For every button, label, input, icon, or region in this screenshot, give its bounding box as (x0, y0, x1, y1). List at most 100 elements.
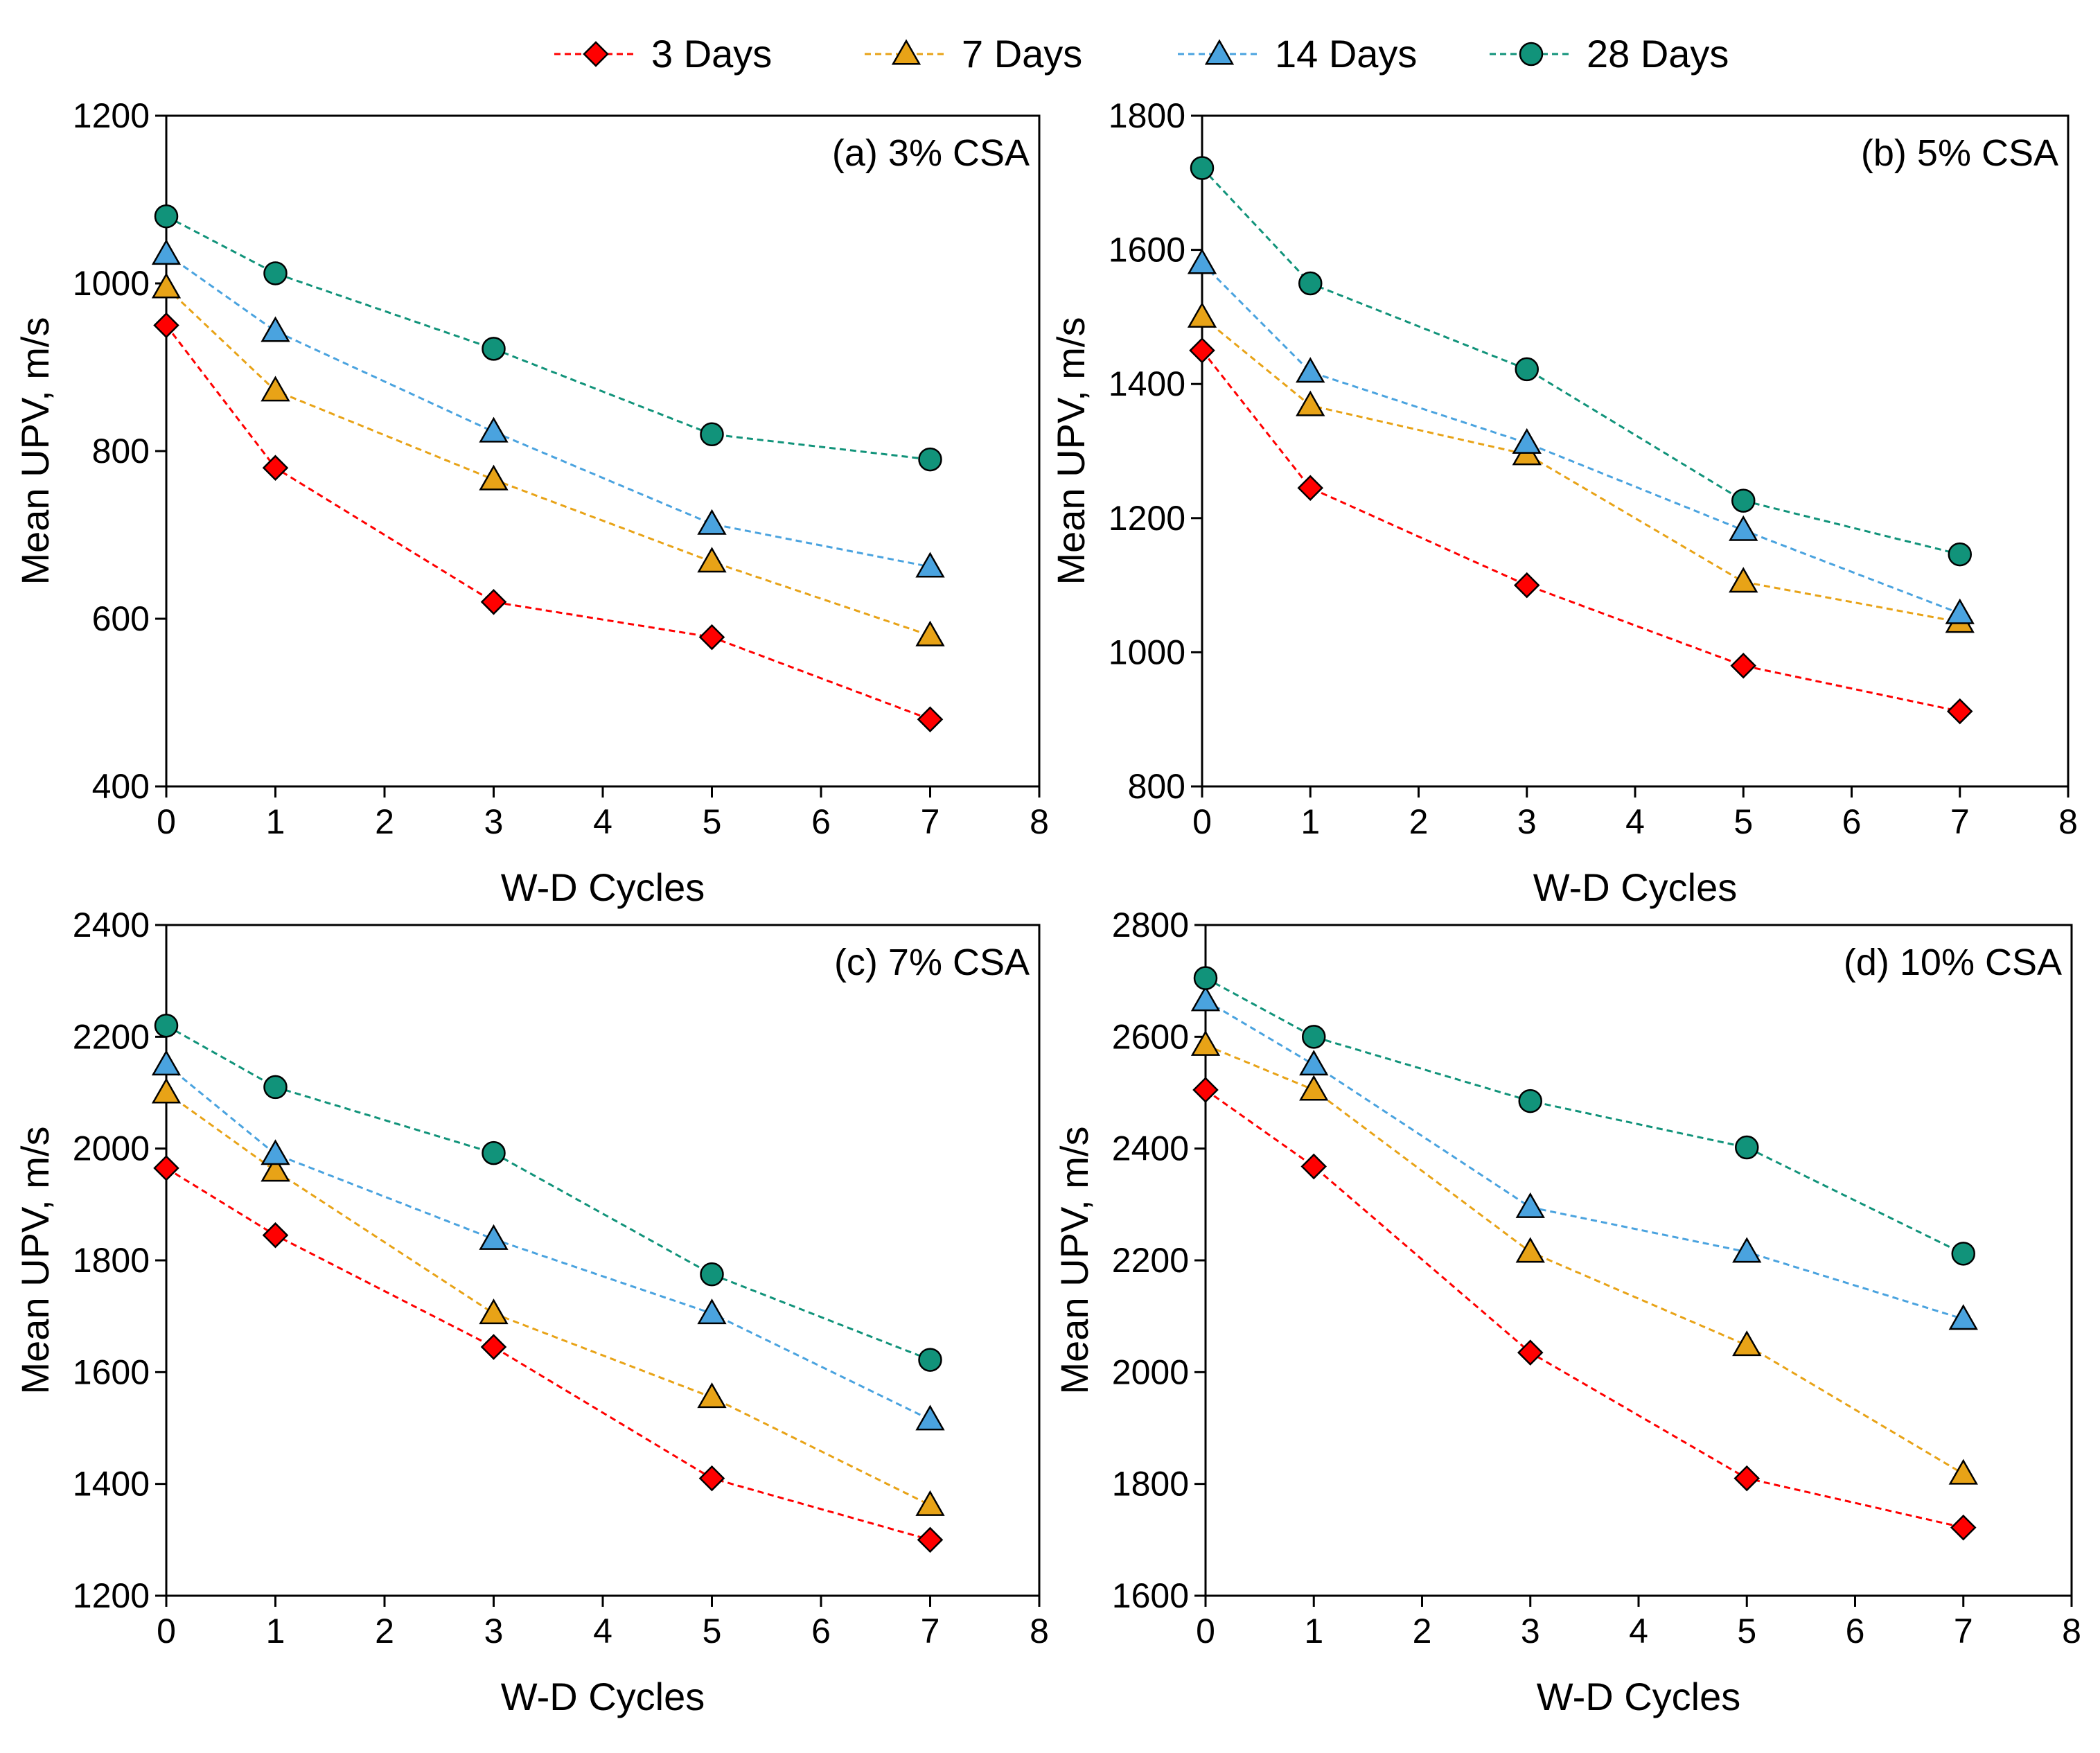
legend-marker-circle (1519, 42, 1544, 67)
data-point (1945, 598, 1975, 624)
x-tick-label: 3 (484, 1612, 504, 1650)
x-tick-label: 2 (1409, 802, 1429, 841)
y-tick-label: 1000 (1109, 633, 1185, 671)
data-point (1732, 1237, 1762, 1263)
data-point (1299, 1050, 1329, 1076)
data-point (700, 422, 724, 447)
data-point (151, 1050, 182, 1076)
x-tick-label: 5 (1733, 802, 1753, 841)
panel-label: (c) 7% CSA (834, 942, 1030, 983)
y-tick-label: 2400 (73, 906, 150, 944)
series-2 (151, 1077, 945, 1516)
y-tick-label: 2000 (73, 1129, 150, 1168)
x-tick-label: 3 (1517, 802, 1537, 841)
panel-label: (b) 5% CSA (1861, 132, 2058, 174)
series-1 (153, 1155, 944, 1553)
y-tick-label: 2200 (73, 1017, 150, 1056)
x-tick-label: 8 (2062, 1612, 2081, 1650)
x-tick-label: 7 (921, 802, 940, 841)
data-point (1189, 337, 1215, 364)
panel-3: 0 1 2 3 4 5 6 7 8 1200 1400 1600 1800 2000 2200 2400 W-D… (13, 906, 1049, 1718)
legend-marker-diamond (583, 41, 609, 67)
series-line (1205, 1089, 1964, 1529)
data-point (697, 1298, 727, 1325)
data-point (697, 547, 727, 573)
panel-4: 0 1 2 3 4 5 6 7 8 1600 1800 2000 2200 2400 2600 2800 W-D… (1052, 906, 2081, 1718)
y-axis-title: Mean UPV, m/s (1049, 317, 1093, 585)
series-line (1201, 316, 1961, 624)
data-point (915, 552, 945, 578)
data-point (1513, 572, 1540, 599)
y-tick-label: 1800 (1109, 96, 1185, 135)
plot-frame (165, 924, 1041, 1597)
legend-item-2: 7 Days (865, 32, 1082, 76)
x-tick-label: 6 (1846, 1612, 1865, 1650)
y-tick-label: 1400 (1109, 364, 1185, 403)
series-line (1205, 1044, 1964, 1475)
data-point (917, 706, 944, 732)
x-tick-label: 1 (266, 1612, 285, 1650)
x-tick-label: 6 (1842, 802, 1862, 841)
x-tick-label: 4 (1625, 802, 1645, 841)
x-axis-title: W-D Cycles (501, 1675, 705, 1718)
series-line (1201, 262, 1961, 615)
y-tick-label: 2200 (1112, 1241, 1189, 1280)
data-point (697, 509, 727, 535)
plot-frame (1201, 114, 2070, 788)
y-tick-label: 2400 (1112, 1129, 1189, 1168)
y-tick-label: 2600 (1112, 1017, 1189, 1056)
data-point (1302, 1025, 1326, 1049)
x-tick-label: 6 (811, 1612, 831, 1650)
data-point (1187, 301, 1217, 328)
legend: 3 Days 7 Days 14 Days 28 Days (554, 32, 1729, 76)
data-point (1299, 1075, 1329, 1101)
y-axis-title: Mean UPV, m/s (13, 1127, 57, 1395)
data-point (1948, 542, 1972, 567)
x-tick-label: 5 (703, 802, 722, 841)
data-point (917, 1526, 944, 1553)
data-point (1951, 1242, 1975, 1266)
x-tick-label: 0 (1192, 802, 1212, 841)
y-tick-label: 1600 (73, 1353, 150, 1391)
panel-label: (d) 10% CSA (1844, 942, 2062, 983)
legend-marker-triangle (891, 39, 921, 65)
data-point (261, 1156, 290, 1182)
y-axis-title: Mean UPV, m/s (13, 317, 57, 585)
x-tick-label: 8 (2058, 802, 2078, 841)
x-tick-label: 0 (1196, 1612, 1215, 1650)
data-point (1729, 567, 1758, 593)
data-point (1730, 652, 1757, 679)
data-point (915, 620, 945, 646)
series-3 (1187, 248, 1975, 624)
data-point (918, 1348, 942, 1372)
series-line (1201, 349, 1961, 713)
x-tick-label: 5 (1737, 1612, 1756, 1650)
data-point (479, 1298, 509, 1325)
data-point (1192, 1077, 1219, 1103)
legend-marker-triangle (1204, 39, 1235, 65)
y-tick-label: 1600 (1112, 1576, 1189, 1615)
data-point (700, 1262, 724, 1287)
x-tick-label: 0 (157, 802, 176, 841)
data-point (261, 1139, 290, 1165)
data-point (263, 1075, 288, 1100)
data-point (1515, 1192, 1545, 1218)
data-point (153, 312, 179, 339)
series-line (165, 324, 931, 721)
data-point (479, 1224, 509, 1250)
x-tick-label: 8 (1030, 802, 1049, 841)
data-point (698, 624, 725, 651)
data-point (698, 1465, 725, 1492)
data-point (1512, 428, 1542, 454)
x-tick-label: 3 (484, 802, 504, 841)
y-tick-label: 1200 (73, 1576, 150, 1615)
panel-label: (a) 3% CSA (832, 132, 1030, 174)
data-point (479, 464, 509, 491)
y-tick-label: 800 (92, 432, 150, 470)
data-point (1948, 1459, 1978, 1485)
data-point (263, 261, 288, 285)
data-point (1515, 1237, 1545, 1263)
series-4 (1190, 156, 1972, 567)
y-tick-label: 1800 (1112, 1465, 1189, 1504)
